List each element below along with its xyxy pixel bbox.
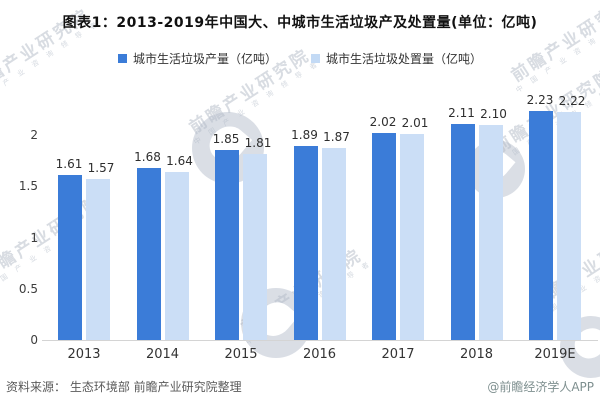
y-axis-tick-label: 0.5 <box>18 281 38 296</box>
x-axis-tick-label: 2017 <box>381 347 415 362</box>
bar-value-label: 2.23 <box>526 93 554 107</box>
bar-disposal-2017 <box>400 134 424 340</box>
bar-value-label: 1.68 <box>134 150 161 164</box>
y-axis-tick-label: 1.5 <box>18 179 38 194</box>
bar-value-label: 1.85 <box>212 132 240 146</box>
legend-swatch-disposal <box>311 54 320 63</box>
x-axis-line <box>42 340 598 341</box>
bar-disposal-2018 <box>478 125 503 340</box>
bar-disposal-2013 <box>86 179 110 340</box>
bar-production-2014 <box>136 168 161 340</box>
bar-disposal-2016 <box>321 148 346 340</box>
credit-note: @前瞻经济学人APP <box>487 380 594 394</box>
bar-disposal-2015 <box>243 154 267 340</box>
legend-label-production: 城市生活垃圾产量（亿吨） <box>132 52 277 66</box>
bar-disposal-2019E <box>557 112 581 340</box>
bar-production-2013 <box>58 175 82 340</box>
bar-value-label: 2.11 <box>448 106 475 120</box>
bar-value-label: 1.57 <box>87 161 115 175</box>
legend-item-disposal: 城市生活垃圾处置量（亿吨） <box>311 50 482 67</box>
bar-value-label: 1.64 <box>166 154 193 168</box>
y-axis-tick-label: 1 <box>30 230 38 245</box>
bar-production-2019E <box>529 111 553 340</box>
bar-value-label: 1.61 <box>55 157 83 171</box>
bar-value-label: 2.01 <box>401 116 429 130</box>
bar-production-2015 <box>215 150 239 340</box>
bar-production-2017 <box>372 133 396 340</box>
bar-value-label: 1.81 <box>244 136 272 150</box>
x-axis-tick-label: 2013 <box>67 347 101 362</box>
x-axis-tick-label: 2015 <box>224 347 258 362</box>
bar-production-2016 <box>293 146 318 340</box>
bar-value-label: 2.02 <box>369 115 397 129</box>
legend-item-production: 城市生活垃圾产量（亿吨） <box>117 50 277 67</box>
x-axis-tick-label: 2018 <box>459 347 494 362</box>
bar-value-label: 2.22 <box>558 94 586 108</box>
x-axis-tick-label: 2014 <box>145 347 180 362</box>
x-axis-tick-label: 2016 <box>302 347 337 362</box>
bar-value-label: 2.10 <box>480 107 507 121</box>
y-axis-tick-label: 0 <box>30 333 38 347</box>
x-axis-tick-label: 2019E <box>534 347 576 362</box>
bar-disposal-2014 <box>164 172 189 340</box>
chart-legend: 城市生活垃圾产量（亿吨） 城市生活垃圾处置量（亿吨） <box>0 50 600 67</box>
bar-production-2018 <box>450 124 475 340</box>
y-axis-tick-label: 2 <box>30 128 38 142</box>
bar-value-label: 1.89 <box>291 128 318 142</box>
source-note: 资料来源： 生态环境部 前瞻产业研究院整理 <box>6 380 242 394</box>
bar-value-label: 1.87 <box>323 130 350 144</box>
legend-label-disposal: 城市生活垃圾处置量（亿吨） <box>326 52 483 66</box>
legend-swatch-production <box>117 54 127 63</box>
chart-title: 图表1：2013-2019年中国大、中城市生活垃圾产及处置量(单位：亿吨) <box>62 15 538 31</box>
